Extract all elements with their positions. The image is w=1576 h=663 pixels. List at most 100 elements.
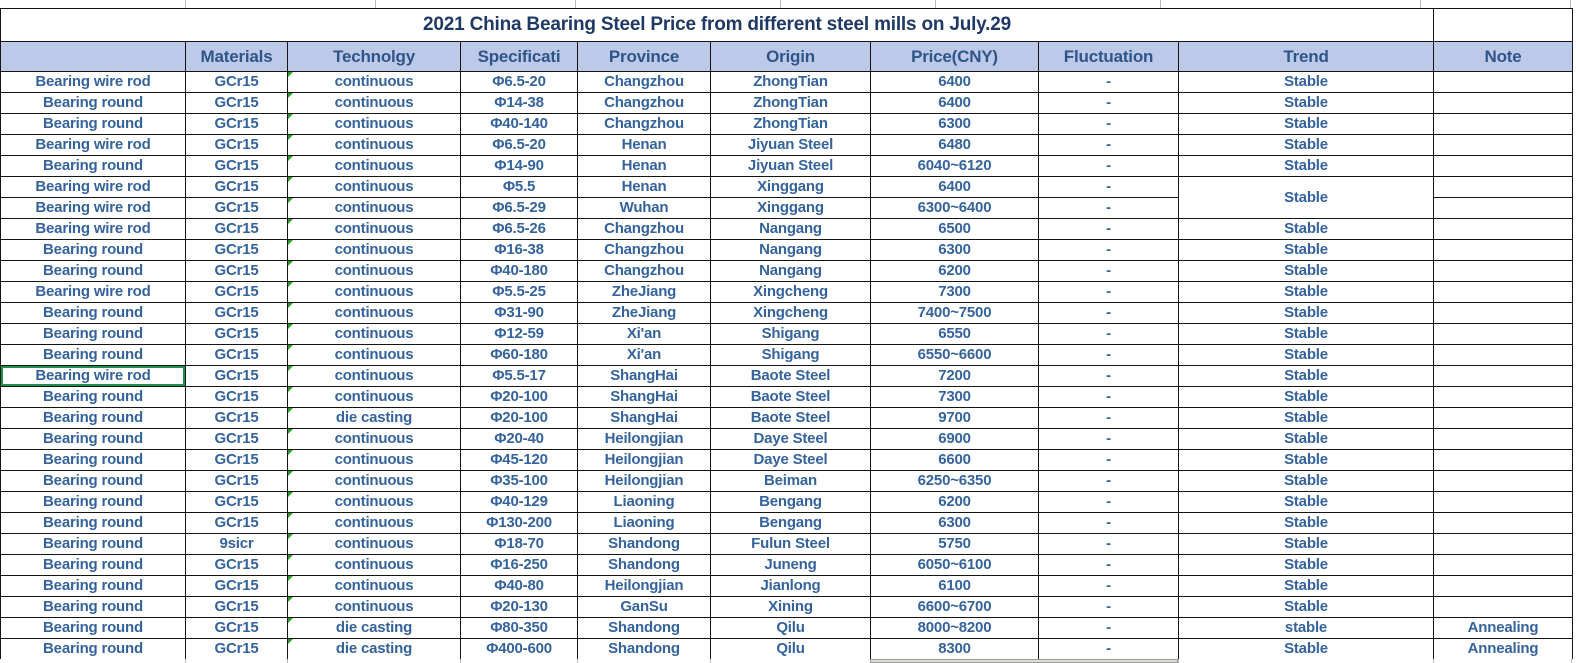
cell-province[interactable]: ShangHai (577, 386, 711, 408)
cell-specification[interactable]: Φ60-180 (460, 344, 578, 366)
cell-product[interactable]: Bearing wire rod (0, 134, 186, 156)
cell-origin[interactable]: Xinggang (710, 197, 871, 219)
cell-note[interactable] (1433, 428, 1573, 450)
cell-fluctuation[interactable]: - (1038, 344, 1179, 366)
cell-fluctuation[interactable]: - (1038, 71, 1179, 93)
column-header-specification[interactable]: Specificati (460, 41, 578, 72)
cell-origin[interactable]: Baote Steel (710, 386, 871, 408)
cell-product[interactable]: Bearing round (0, 155, 186, 177)
cell-province[interactable]: Changzhou (577, 218, 711, 240)
cell-product[interactable]: Bearing round (0, 638, 186, 660)
cell-technology[interactable]: continuous (287, 155, 461, 177)
cell-material[interactable]: GCr15 (185, 323, 288, 345)
cell-note[interactable] (1433, 71, 1573, 93)
cell-origin[interactable]: ZhongTian (710, 113, 871, 135)
cell-note[interactable] (1433, 365, 1573, 387)
cell-trend[interactable]: Stable (1178, 638, 1434, 660)
cell-fluctuation[interactable]: - (1038, 470, 1179, 492)
cell-note[interactable] (1433, 470, 1573, 492)
cell-material[interactable]: GCr15 (185, 197, 288, 219)
cell-product[interactable]: Bearing round (0, 596, 186, 618)
column-header-trend[interactable]: Trend (1178, 41, 1434, 72)
cell-note[interactable] (1433, 92, 1573, 114)
cell-fluctuation[interactable]: - (1038, 92, 1179, 114)
cell-technology[interactable]: continuous (287, 533, 461, 555)
cell-price[interactable]: 6300 (870, 512, 1039, 534)
cell-note[interactable] (1433, 596, 1573, 618)
cell-material[interactable]: GCr15 (185, 176, 288, 198)
cell-specification[interactable]: Φ6.5-20 (460, 134, 578, 156)
cell-fluctuation[interactable]: - (1038, 638, 1179, 660)
cell-note[interactable] (1433, 554, 1573, 576)
cell-trend[interactable]: Stable (1178, 218, 1434, 240)
cell-technology[interactable]: continuous (287, 386, 461, 408)
cell-specification[interactable]: Φ31-90 (460, 302, 578, 324)
cell-origin[interactable]: Xingcheng (710, 302, 871, 324)
cell-trend[interactable]: Stable (1178, 176, 1434, 219)
cell-province[interactable]: ZheJiang (577, 302, 711, 324)
cell-trend[interactable]: Stable (1178, 533, 1434, 555)
cell-technology[interactable]: continuous (287, 491, 461, 513)
cell-specification[interactable]: Φ5.5-17 (460, 365, 578, 387)
cell-product[interactable]: Bearing round (0, 407, 186, 429)
cell-price[interactable]: 6040~6120 (870, 155, 1039, 177)
cell-note[interactable] (1433, 239, 1573, 261)
cell-price[interactable]: 6200 (870, 260, 1039, 282)
cell-note[interactable] (1433, 218, 1573, 240)
cell-price[interactable]: 5750 (870, 533, 1039, 555)
cell-technology[interactable]: continuous (287, 260, 461, 282)
cell-specification[interactable]: Φ6.5-20 (460, 71, 578, 93)
cell-fluctuation[interactable]: - (1038, 491, 1179, 513)
cell-product[interactable]: Bearing round (0, 386, 186, 408)
cell-note[interactable] (1433, 176, 1573, 198)
cell-trend[interactable]: Stable (1178, 470, 1434, 492)
cell-origin[interactable]: Daye Steel (710, 428, 871, 450)
cell-province[interactable]: Changzhou (577, 71, 711, 93)
cell-product[interactable]: Bearing wire rod (0, 218, 186, 240)
cell-material[interactable]: GCr15 (185, 428, 288, 450)
cell-product[interactable]: Bearing round (0, 449, 186, 471)
cell-specification[interactable]: Φ5.5-25 (460, 281, 578, 303)
cell-price[interactable]: 8300 (870, 638, 1039, 660)
cell-trend[interactable]: Stable (1178, 449, 1434, 471)
cell-trend[interactable]: Stable (1178, 155, 1434, 177)
cell-origin[interactable]: Baote Steel (710, 365, 871, 387)
cell-technology[interactable]: continuous (287, 365, 461, 387)
cell-material[interactable]: 9sicr (185, 533, 288, 555)
cell-trend[interactable]: Stable (1178, 134, 1434, 156)
cell-product[interactable]: Bearing round (0, 92, 186, 114)
cell-fluctuation[interactable]: - (1038, 260, 1179, 282)
cell-product[interactable]: Bearing wire rod (0, 176, 186, 198)
cell-province[interactable]: Henan (577, 155, 711, 177)
cell-material[interactable]: GCr15 (185, 113, 288, 135)
cell-province[interactable]: Xi'an (577, 344, 711, 366)
cell-specification[interactable]: Φ18-70 (460, 533, 578, 555)
cell-material[interactable]: GCr15 (185, 638, 288, 660)
cell-technology[interactable]: continuous (287, 176, 461, 198)
cell-origin[interactable]: Fulun Steel (710, 533, 871, 555)
cell-note[interactable] (1433, 260, 1573, 282)
cell-specification[interactable]: Φ35-100 (460, 470, 578, 492)
cell-province[interactable]: Changzhou (577, 260, 711, 282)
cell-fluctuation[interactable]: - (1038, 155, 1179, 177)
cell-fluctuation[interactable]: - (1038, 533, 1179, 555)
cell-trend[interactable]: Stable (1178, 260, 1434, 282)
cell-price[interactable]: 8000~8200 (870, 617, 1039, 639)
cell-province[interactable]: GanSu (577, 596, 711, 618)
cell-fluctuation[interactable]: - (1038, 554, 1179, 576)
cell-material[interactable]: GCr15 (185, 365, 288, 387)
cell-technology[interactable]: continuous (287, 113, 461, 135)
cell-product[interactable]: Bearing round (0, 302, 186, 324)
cell-technology[interactable]: continuous (287, 239, 461, 261)
cell-fluctuation[interactable]: - (1038, 407, 1179, 429)
column-header-origin[interactable]: Origin (710, 41, 871, 72)
cell-price[interactable]: 9700 (870, 407, 1039, 429)
cell-material[interactable]: GCr15 (185, 512, 288, 534)
cell-specification[interactable]: Φ20-40 (460, 428, 578, 450)
cell-material[interactable]: GCr15 (185, 302, 288, 324)
cell-price[interactable]: 6050~6100 (870, 554, 1039, 576)
cell-specification[interactable]: Φ12-59 (460, 323, 578, 345)
cell-material[interactable]: GCr15 (185, 491, 288, 513)
cell-technology[interactable]: continuous (287, 323, 461, 345)
cell-specification[interactable]: Φ6.5-26 (460, 218, 578, 240)
